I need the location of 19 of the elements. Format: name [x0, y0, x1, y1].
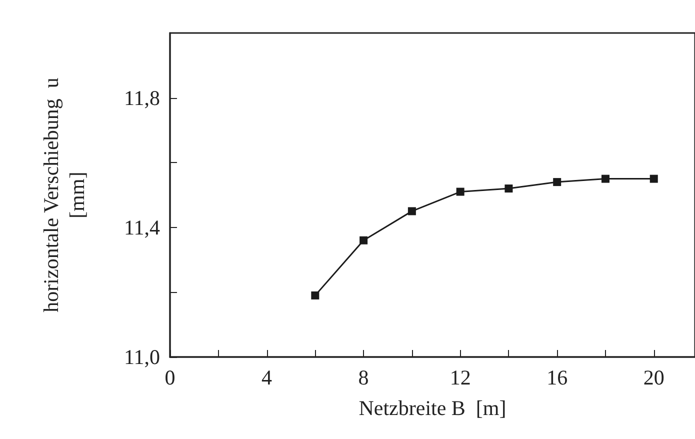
point — [650, 174, 658, 183]
point — [456, 188, 464, 196]
x-tick-label: 8 — [358, 366, 369, 390]
point — [408, 207, 416, 216]
x-tick-label: 16 — [546, 366, 568, 390]
x-tick-label: 0 — [164, 366, 176, 390]
x-tick-label: 4 — [262, 366, 273, 390]
point — [504, 184, 513, 193]
point — [601, 174, 610, 183]
point — [311, 291, 320, 300]
x-tick-label: 20 — [643, 366, 664, 390]
y-tick-label: 11,4 — [124, 215, 160, 240]
point — [360, 236, 368, 244]
x-axis-title: Netzbreite B [m] — [358, 396, 506, 420]
y-axis-title: horizontale Verschiebung u [mm] — [39, 77, 89, 312]
x-tick-label: 12 — [450, 366, 471, 390]
y-tick-label: 11,8 — [124, 86, 160, 110]
point — [553, 178, 562, 186]
y-tick-label: 11,0 — [124, 345, 160, 369]
